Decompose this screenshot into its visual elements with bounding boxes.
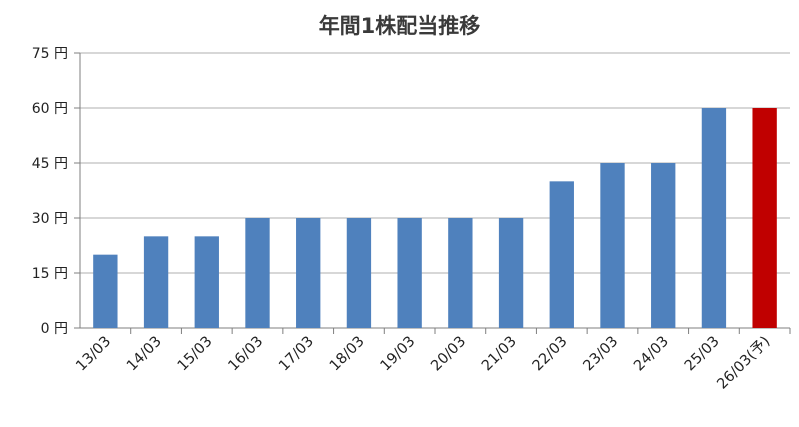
x-tick-label: 21/03: [479, 334, 520, 375]
bar: [143, 236, 169, 328]
bar: [296, 218, 321, 328]
x-tick-label: 13/03: [73, 334, 114, 375]
y-tick-label: 75 円: [32, 46, 68, 62]
y-tick-label: 0 円: [41, 321, 68, 337]
x-tick-label: 16/03: [225, 334, 266, 375]
bar: [549, 181, 574, 328]
bar: [194, 236, 219, 328]
bar: [651, 163, 676, 328]
bar: [752, 108, 777, 328]
y-tick-label: 45 円: [32, 156, 68, 172]
x-tick-label: 23/03: [580, 334, 621, 375]
bar: [346, 218, 372, 328]
x-tick-label: 22/03: [530, 334, 571, 375]
bar: [701, 108, 727, 328]
x-tick-label: 14/03: [124, 334, 165, 375]
x-tick-label: 26/03(予): [714, 333, 774, 393]
chart-title: 年間1株配当推移: [318, 14, 481, 38]
bar: [397, 218, 422, 328]
bar: [448, 218, 473, 328]
bar: [600, 163, 625, 328]
bar: [498, 218, 524, 328]
y-tick-label: 30 円: [32, 211, 68, 227]
x-tick-label: 17/03: [276, 334, 317, 375]
bar: [93, 254, 118, 328]
x-tick-label: 19/03: [378, 334, 419, 375]
y-tick-label: 60 円: [32, 101, 68, 117]
x-tick-label: 20/03: [428, 334, 469, 375]
x-tick-label: 15/03: [175, 334, 216, 375]
bar: [245, 218, 270, 328]
x-tick-label: 24/03: [631, 334, 672, 375]
y-tick-label: 15 円: [32, 266, 68, 282]
x-tick-label: 25/03: [682, 334, 723, 375]
x-tick-label: 18/03: [327, 334, 368, 375]
